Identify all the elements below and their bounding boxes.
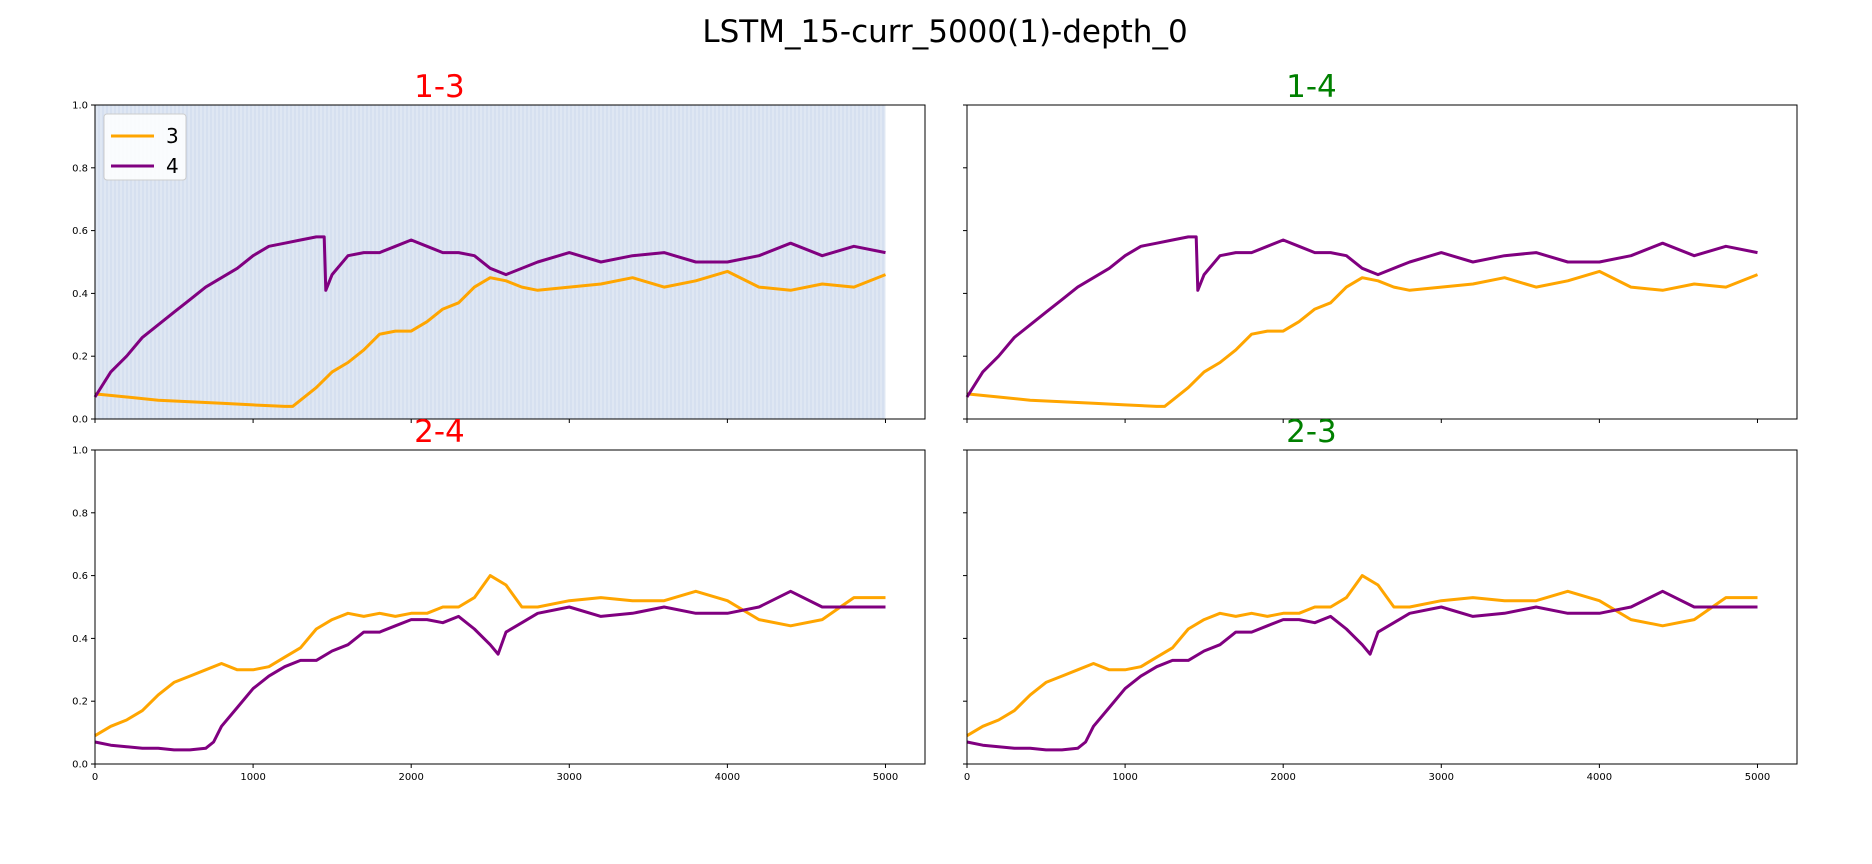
- series-line-4: [93, 235, 886, 398]
- subplot-2-3: 0 1000 2000 3000 4000 5000 2-3: [963, 414, 1798, 783]
- y-tick-label: 1.0: [72, 446, 88, 457]
- y-tick-label: 0.4: [72, 634, 88, 645]
- plot-frame: [966, 104, 1798, 420]
- series-line-3: [966, 269, 1759, 408]
- y-tick-label: 0.6: [72, 571, 88, 582]
- x-tick-label: 5000: [873, 772, 898, 783]
- series-line-4: [94, 589, 886, 752]
- series-line-3: [94, 574, 886, 737]
- y-tick-label: 0.8: [72, 163, 88, 174]
- shaded-region-hatch: [94, 105, 884, 419]
- y-tick-label: 0.6: [72, 226, 88, 237]
- x-tick-label: 4000: [1587, 772, 1612, 783]
- series-line-3: [94, 269, 887, 408]
- x-tick-label: 2000: [398, 772, 423, 783]
- y-tick-label: 0.0: [72, 760, 88, 771]
- x-tick-label: 3000: [557, 772, 582, 783]
- subplot-title: 2-3: [1286, 414, 1337, 450]
- legend: 34: [103, 113, 187, 181]
- plot-frame: [966, 449, 1798, 765]
- x-tick-label: 5000: [1745, 772, 1770, 783]
- x-tick-label: 1000: [1112, 772, 1137, 783]
- plot-frame: [94, 104, 926, 420]
- x-tick-label: 3000: [1429, 772, 1454, 783]
- legend-label-4: 4: [166, 154, 179, 178]
- y-tick-label: 0.2: [72, 697, 88, 708]
- x-tick-label: 4000: [715, 772, 740, 783]
- y-tick-label: 1.0: [72, 101, 88, 112]
- y-tick-label: 0.0: [72, 415, 88, 426]
- y-tick-label: 0.2: [72, 352, 88, 363]
- x-tick-label: 2000: [1270, 772, 1295, 783]
- x-tick-label: 0: [92, 772, 98, 783]
- x-tick-label: 1000: [240, 772, 265, 783]
- subplot-title: 2-4: [414, 414, 465, 450]
- x-tick-label: 0: [964, 772, 970, 783]
- series-line-4: [966, 589, 1758, 752]
- series-line-3: [966, 574, 1758, 737]
- legend-box: [103, 113, 187, 181]
- subplot-title: 1-3: [414, 69, 465, 105]
- plot-frame: [94, 449, 926, 765]
- subplot-1-3: 0.00.20.40.60.81.01-334: [72, 69, 926, 426]
- series-line-4: [965, 235, 1758, 398]
- figure-title: LSTM_15-curr_5000(1)-depth_0: [702, 14, 1187, 50]
- legend-label-3: 3: [166, 124, 179, 148]
- subplot-title: 1-4: [1286, 69, 1337, 105]
- subplot-1-4: 1-4: [963, 69, 1798, 423]
- subplot-2-4: 0 1000 2000 3000 4000 5000 0.0 0.2 0.4 0.6 0.8 1.0 2…: [72, 414, 926, 783]
- y-tick-label: 0.8: [72, 508, 88, 519]
- y-tick-label: 0.4: [72, 289, 88, 300]
